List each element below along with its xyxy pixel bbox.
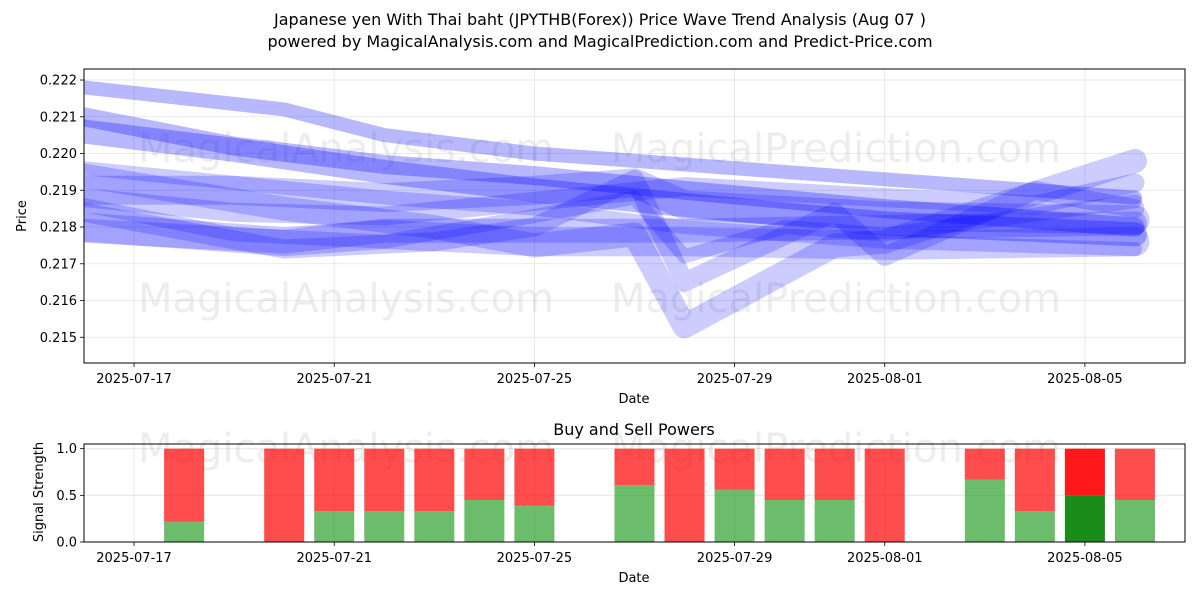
price-x-tick-label: 2025-07-21	[296, 372, 372, 387]
signal-x-tick-label: 2025-08-01	[847, 551, 923, 566]
signal-x-tick-label: 2025-07-29	[697, 551, 773, 566]
price-x-tick-label: 2025-08-01	[847, 372, 923, 387]
wave-band-group	[84, 80, 1150, 339]
signal-y-tick-label: 0.0	[56, 536, 77, 551]
buy-bar	[364, 511, 405, 542]
sell-bar	[164, 448, 205, 522]
buy-bar	[614, 485, 655, 542]
price-y-tick-label: 0.220	[40, 147, 77, 162]
sell-bar	[764, 448, 805, 500]
sell-bar	[864, 448, 905, 542]
sell-bar	[264, 448, 305, 542]
watermark-text: MagicalPrediction.com	[611, 276, 1061, 322]
wave-band	[84, 169, 1145, 292]
price-axes-frame	[83, 68, 1186, 364]
price-y-tick-label: 0.221	[40, 110, 77, 125]
signal-x-tick-label: 2025-07-17	[96, 551, 172, 566]
signal-y-tick-label: 0.5	[56, 489, 77, 504]
buy-bar	[714, 489, 755, 542]
buy-bar	[1114, 500, 1155, 542]
sell-bar	[1064, 448, 1105, 496]
price-panel: 2025-07-17 2025-07-21 2025-07-25 2025-07-29…	[40, 68, 1186, 387]
signal-xlabel: Date	[618, 571, 649, 586]
wave-band	[84, 119, 1147, 247]
signal-y-tick-label: 1.0	[56, 442, 77, 457]
price-y-tick-label: 0.216	[40, 294, 77, 309]
watermark-text: MagicalPrediction.com	[611, 126, 1061, 172]
signal-x-tick-label: 2025-07-21	[296, 551, 372, 566]
watermark-text: MagicalAnalysis.com	[138, 276, 554, 322]
signal-x-tick-label: 2025-08-05	[1047, 551, 1123, 566]
price-ylabel: Price	[15, 200, 30, 232]
buy-bar	[964, 479, 1005, 542]
price-x-tick-label: 2025-07-25	[497, 372, 573, 387]
wave-band	[84, 148, 1147, 339]
watermark-text: MagicalAnalysis.com	[138, 126, 554, 172]
buy-bar	[514, 505, 555, 542]
price-y-tick-label: 0.215	[40, 331, 77, 346]
buy-bar	[1064, 495, 1105, 542]
price-y-tick-label: 0.218	[40, 221, 77, 236]
chart-subtitle: powered by MagicalAnalysis.com and Magic…	[267, 32, 933, 51]
price-x-tick-label: 2025-08-05	[1047, 372, 1123, 387]
wave-band	[84, 211, 1147, 254]
sell-bar	[464, 448, 505, 500]
sell-bar	[1114, 448, 1155, 500]
price-xlabel: Date	[618, 392, 649, 407]
signal-axes-frame	[83, 443, 1186, 543]
signal-ylabel: Signal Strength	[32, 442, 47, 542]
buy-bar	[414, 511, 455, 542]
wave-band	[84, 107, 1145, 237]
sell-bar	[814, 448, 855, 500]
wave-band	[84, 190, 1142, 264]
price-y-tick-label: 0.219	[40, 184, 77, 199]
wave-band	[84, 80, 1142, 205]
chart-title: Japanese yen With Thai baht (JPYTHB(Fore…	[274, 10, 926, 29]
signal-x-tick-label: 2025-07-25	[497, 551, 573, 566]
sell-bar	[364, 448, 405, 512]
signal-panel: 2025-07-17 2025-07-21 2025-07-25 2025-07-29…	[56, 442, 1186, 566]
sell-bar	[614, 448, 655, 486]
buy-bar	[764, 500, 805, 542]
sell-bar	[664, 448, 705, 542]
buy-bar	[464, 500, 505, 542]
sell-bar	[514, 448, 555, 506]
buy-bar	[314, 511, 355, 542]
wave-band	[84, 212, 1150, 260]
sell-bar	[964, 448, 1005, 480]
wave-band	[84, 161, 1142, 257]
buy-bar	[814, 500, 855, 542]
sell-bar	[414, 448, 455, 512]
price-y-tick-label: 0.222	[40, 74, 77, 89]
buy-bar	[164, 521, 205, 542]
wave-band	[84, 173, 1145, 226]
price-x-tick-label: 2025-07-17	[96, 372, 172, 387]
sell-bar	[314, 448, 355, 512]
sell-bar	[714, 448, 755, 490]
buy-bar	[1014, 511, 1055, 542]
signal-panel-title: Buy and Sell Powers	[553, 420, 715, 439]
watermark-layer: MagicalAnalysis.com MagicalPrediction.co…	[138, 126, 1061, 472]
price-y-tick-label: 0.217	[40, 257, 77, 272]
price-x-tick-label: 2025-07-29	[697, 372, 773, 387]
sell-bar	[1014, 448, 1055, 512]
wave-band	[84, 168, 1150, 235]
